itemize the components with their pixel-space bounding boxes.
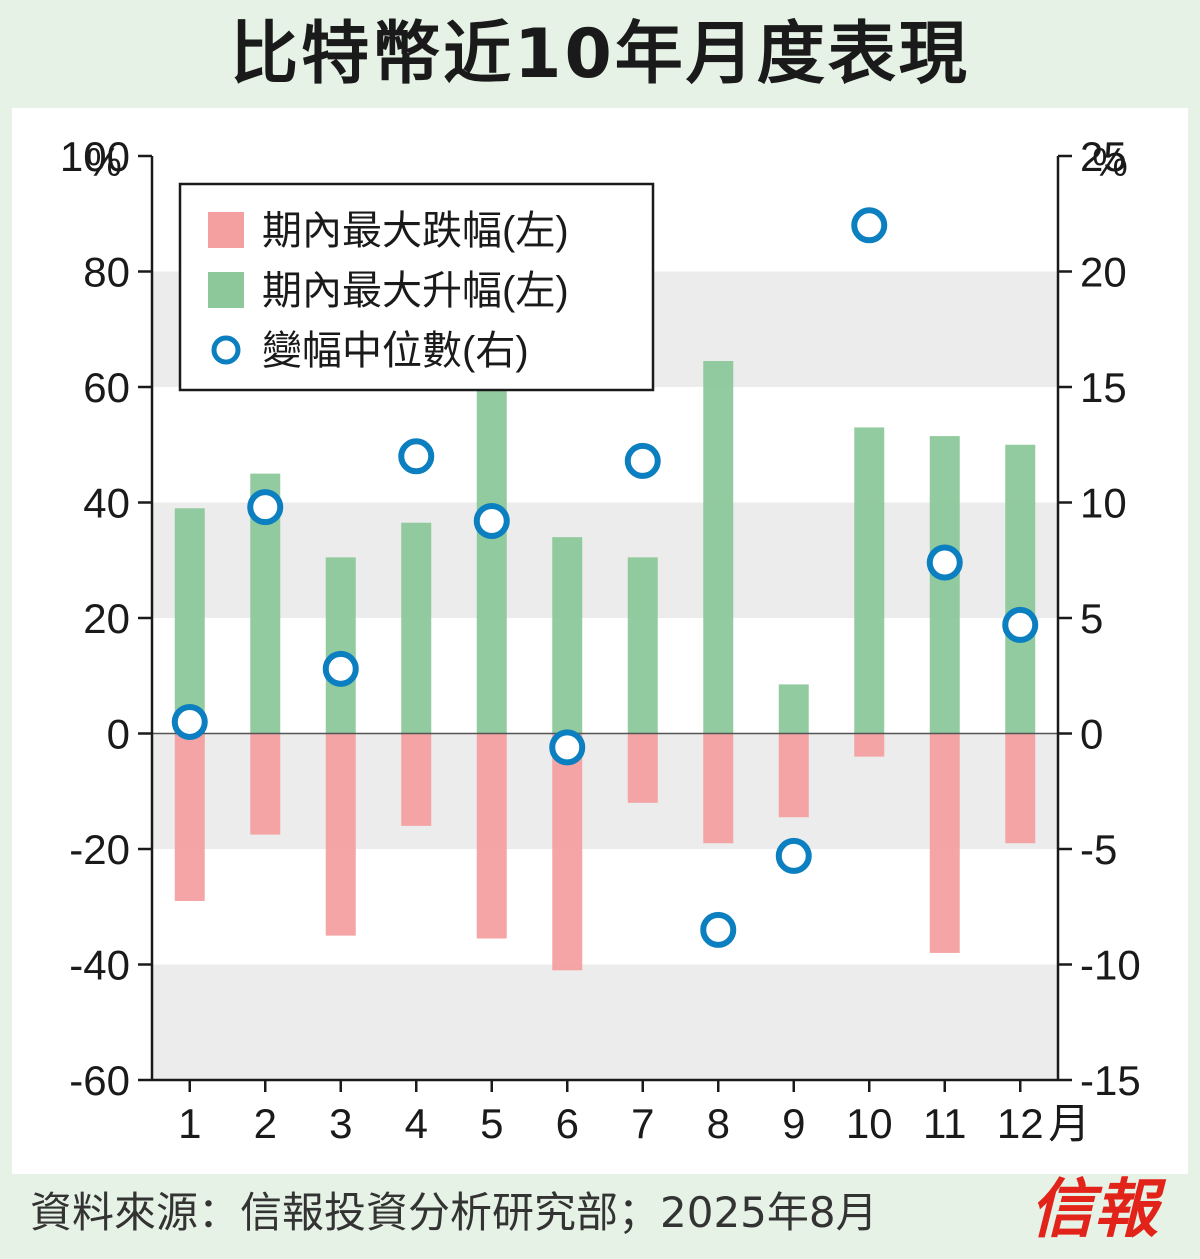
median-point — [1002, 606, 1039, 643]
chart-panel: 100 80 60 40 20 0 -20 -40 -60 25 20 15 10 5 0 -5 -10 -15 1… — [12, 108, 1188, 1174]
bar-max-rise — [1005, 444, 1036, 734]
grid-bands — [152, 156, 1058, 1080]
left-tick-label: -40 — [69, 942, 130, 989]
median-point — [473, 502, 510, 539]
grid-band — [152, 387, 1058, 503]
bar-max-rise — [552, 537, 583, 734]
x-tick-label: 3 — [329, 1100, 352, 1147]
bar-max-drop — [929, 733, 960, 953]
right-tick-label: -15 — [1080, 1057, 1141, 1104]
grid-band — [152, 502, 1058, 618]
right-tick-label: 5 — [1080, 595, 1103, 642]
left-tick-label: 60 — [83, 364, 130, 411]
bar-max-drop — [174, 733, 205, 901]
median-point — [171, 703, 208, 740]
bar-max-rise — [778, 684, 809, 734]
left-tick-label: -20 — [69, 826, 130, 873]
bar-max-drop — [401, 733, 432, 826]
right-tick-label: 20 — [1080, 249, 1127, 296]
grid-band — [152, 733, 1058, 849]
legend-box — [178, 182, 655, 392]
bar-max-drop — [325, 733, 356, 936]
bar-max-drop — [250, 733, 281, 835]
bar-max-drop — [627, 733, 658, 803]
chart-svg: 100806040200-20-40-602520151050-5-10-151… — [60, 133, 1141, 1147]
grid-band — [152, 964, 1058, 1080]
axes-layer: 100806040200-20-40-602520151050-5-10-151… — [60, 133, 1141, 1147]
left-axis-unit: % — [86, 141, 122, 185]
x-tick-label: 11 — [923, 1100, 967, 1147]
right-tick-label: 10 — [1080, 480, 1127, 527]
bar-max-drop — [476, 733, 507, 939]
left-tick-label: 20 — [83, 595, 130, 642]
right-tick-label: -10 — [1080, 942, 1141, 989]
median-point — [398, 438, 435, 475]
legend-label-drop: 期內最大跌幅(左) — [262, 209, 569, 253]
chart-title: 比特幣近10年月度表現 — [230, 15, 970, 94]
publisher-logo: 信報 — [1030, 1172, 1158, 1247]
x-tick-label: 1 — [178, 1100, 201, 1147]
bar-max-drop — [854, 733, 885, 757]
x-tick-label: 9 — [782, 1100, 805, 1147]
x-tick-label: 5 — [480, 1100, 503, 1147]
bar-max-drop — [778, 733, 809, 818]
median-point — [700, 911, 737, 948]
left-tick-label: 100 — [60, 133, 130, 180]
legend-label-median: 變幅中位數(右) — [262, 329, 529, 373]
x-axis-unit: 月 — [1048, 1100, 1090, 1147]
bars-layer — [174, 335, 1036, 971]
x-tick-label: 2 — [254, 1100, 277, 1147]
bar-max-drop — [1005, 733, 1036, 844]
median-point — [624, 442, 661, 479]
left-tick-label: -60 — [69, 1057, 130, 1104]
bar-max-rise — [854, 427, 885, 734]
x-tick-label: 8 — [707, 1100, 730, 1147]
bar-max-rise — [174, 508, 205, 734]
x-tick-label: 7 — [631, 1100, 654, 1147]
legend-swatch-median — [211, 335, 241, 365]
bar-max-rise — [325, 557, 356, 734]
median-point — [851, 207, 888, 244]
bar-max-rise — [929, 436, 960, 734]
x-tick-label: 10 — [846, 1100, 893, 1147]
bar-max-rise — [627, 557, 658, 734]
legend-label-rise: 期內最大升幅(左) — [262, 269, 569, 313]
right-axis-unit: % — [1092, 141, 1128, 185]
median-point — [247, 489, 284, 526]
legend-swatch-drop — [208, 212, 244, 248]
x-tick-label: 12 — [997, 1100, 1044, 1147]
x-tick-label: 6 — [556, 1100, 579, 1147]
bar-max-drop — [552, 733, 583, 971]
legend: 期內最大跌幅(左) 期內最大升幅(左) 變幅中位數(右) — [178, 182, 655, 392]
right-tick-label: -5 — [1080, 826, 1117, 873]
x-tick-label: 4 — [405, 1100, 428, 1147]
right-tick-label: 15 — [1080, 364, 1127, 411]
left-tick-label: 40 — [83, 480, 130, 527]
median-point — [549, 729, 586, 766]
left-tick-label: 80 — [83, 249, 130, 296]
grid-band — [152, 849, 1058, 965]
grid-band — [152, 618, 1058, 734]
bar-max-rise — [703, 361, 734, 734]
bar-max-rise — [401, 522, 432, 734]
source-note: 資料來源：信報投資分析研究部；2025年8月 — [30, 1188, 878, 1237]
left-tick-label: 0 — [107, 711, 130, 758]
right-tick-label: 0 — [1080, 711, 1103, 758]
median-points-layer — [171, 207, 1039, 948]
median-point — [322, 650, 359, 687]
median-point — [775, 837, 812, 874]
median-point — [926, 544, 963, 581]
legend-swatch-rise — [208, 272, 244, 308]
bar-max-drop — [703, 733, 734, 844]
right-tick-label: 25 — [1080, 133, 1127, 180]
